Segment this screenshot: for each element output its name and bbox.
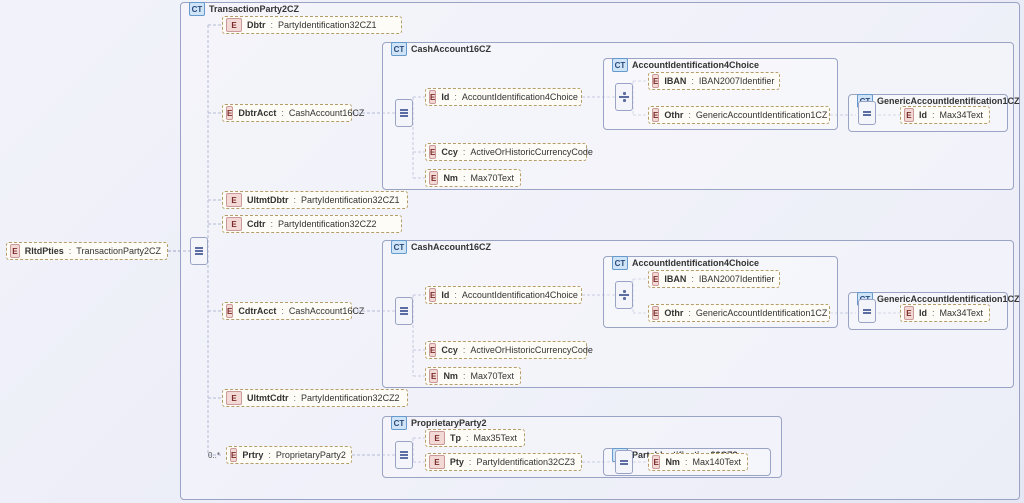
prop-pty[interactable]: E Pty: PartyIdentification32CZ3 (425, 453, 582, 471)
sequence-compositor-prop[interactable] (395, 441, 413, 469)
partyid3-nm[interactable]: E Nm: Max140Text (648, 453, 748, 471)
element-type: TransactionParty2CZ (76, 246, 161, 256)
sequence-compositor-main[interactable] (190, 237, 208, 265)
choice-compositor-upper[interactable] (615, 83, 633, 111)
othr-upper[interactable]: E Othr: GenericAccountIdentification1CZ (648, 106, 830, 124)
ultmtcdtr-element[interactable]: E UltmtCdtr: PartyIdentification32CZ2 (222, 389, 408, 407)
ct-label: CT TransactionParty2CZ (187, 2, 301, 16)
genid-lower[interactable]: E Id: Max34Text (900, 304, 990, 322)
ca-nm-upper[interactable]: E Nm: Max70Text (425, 169, 521, 187)
sequence-compositor-ca-upper[interactable] (395, 99, 413, 127)
othr-lower[interactable]: E Othr: GenericAccountIdentification1CZ (648, 304, 830, 322)
sequence-compositor-ca-lower[interactable] (395, 297, 413, 325)
ca-id-upper[interactable]: E Id: AccountIdentification4Choice (425, 88, 582, 106)
ca-ccy-lower[interactable]: E Ccy: ActiveOrHistoricCurrencyCode (425, 341, 587, 359)
ca-nm-lower[interactable]: E Nm: Max70Text (425, 367, 521, 385)
ca-id-lower[interactable]: E Id: AccountIdentification4Choice (425, 286, 582, 304)
ultmtdbtr-element[interactable]: E UltmtDbtr: PartyIdentification32CZ1 (222, 191, 408, 209)
ct-badge: CT (189, 2, 205, 16)
root-element[interactable]: E RltdPties : TransactionParty2CZ (6, 242, 168, 260)
occurrence-prtry: 0..* (208, 451, 220, 460)
ca-ccy-upper[interactable]: E Ccy: ActiveOrHistoricCurrencyCode (425, 143, 587, 161)
element-name: RltdPties (25, 246, 64, 256)
genid-upper[interactable]: E Id: Max34Text (900, 106, 990, 124)
prtry-element[interactable]: E Prtry: ProprietaryParty2 (226, 446, 352, 464)
cdtr-element[interactable]: E Cdtr: PartyIdentification32CZ2 (222, 215, 402, 233)
sequence-compositor-gen-upper[interactable] (858, 101, 876, 125)
sequence-compositor-partyid3[interactable] (615, 450, 633, 474)
choice-compositor-lower[interactable] (615, 281, 633, 309)
element-badge: E (10, 244, 20, 258)
dbtr-element[interactable]: E Dbtr: PartyIdentification32CZ1 (222, 16, 402, 34)
sequence-compositor-gen-lower[interactable] (858, 299, 876, 323)
prop-tp[interactable]: E Tp: Max35Text (425, 429, 525, 447)
iban-lower[interactable]: E IBAN: IBAN2007Identifier (648, 270, 780, 288)
dbtracct-element[interactable]: E DbtrAcct: CashAccount16CZ (222, 104, 352, 122)
iban-upper[interactable]: E IBAN: IBAN2007Identifier (648, 72, 780, 90)
cdtracct-element[interactable]: E CdtrAcct: CashAccount16CZ (222, 302, 352, 320)
